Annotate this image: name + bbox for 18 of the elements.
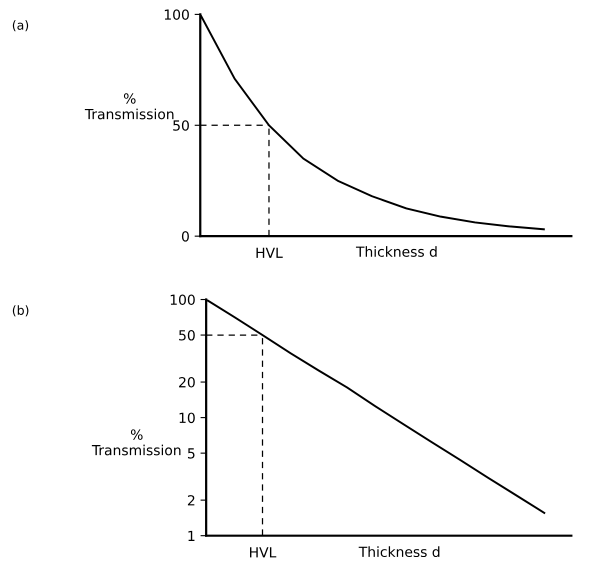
- y-tick-label: 5: [188, 448, 195, 459]
- y-tick-label: 50: [179, 330, 195, 341]
- y-tick-label: 10: [180, 412, 195, 424]
- y-axis-title: % Transmission: [92, 429, 180, 456]
- x-tick-label: HVL: [256, 248, 283, 258]
- text: (b): [12, 305, 28, 316]
- y-tick-label: 100: [170, 294, 195, 305]
- y-tick-label: 100: [164, 9, 189, 20]
- x-axis-title: Thickness d: [358, 546, 440, 558]
- x-axis-title: Thickness d: [356, 246, 437, 257]
- y-tick-label: 1: [188, 530, 194, 541]
- y-tick-label: 2: [188, 495, 194, 506]
- y-tick-label: 50: [173, 120, 189, 131]
- text: (a): [12, 20, 28, 32]
- y-tick-label: 0: [182, 231, 189, 242]
- y-tick-label: 20: [179, 377, 195, 388]
- x-tick-label: HVL: [250, 547, 276, 558]
- y-axis-title: % Transmission: [84, 93, 174, 120]
